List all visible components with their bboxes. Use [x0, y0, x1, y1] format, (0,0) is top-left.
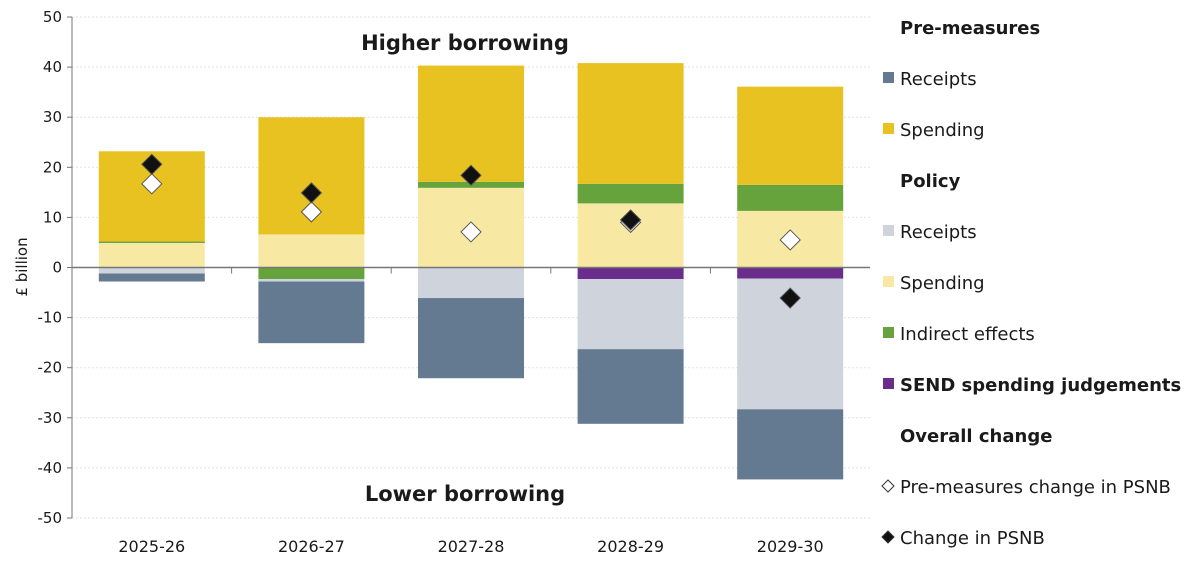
marker-psnb: [779, 287, 801, 309]
legend-marker-psnb: [881, 530, 895, 544]
marker-psnb: [300, 182, 323, 204]
y-tick-label: 30: [43, 108, 62, 126]
legend-label-indirect: Indirect effects: [900, 324, 1035, 345]
x-tick-label: 2025-26: [118, 537, 185, 556]
bar-pre_spending: [737, 86, 844, 185]
y-tick-label: 50: [43, 8, 62, 26]
bar-pol_spending: [98, 242, 205, 268]
bar-pol_spending: [258, 234, 365, 268]
annotation-higher-borrowing: Higher borrowing: [361, 31, 569, 55]
bar-send: [577, 267, 684, 280]
x-tick-label: 2028-29: [597, 537, 664, 556]
legend-label-pre_spending: Spending: [900, 120, 985, 141]
bar-pol_receipts: [418, 267, 524, 299]
legend-group-title: Overall change: [900, 426, 1052, 447]
legend-swatch-pol_spending: [883, 276, 894, 287]
bar-pol_receipts: [577, 279, 684, 350]
annotation-lower-borrowing: Lower borrowing: [365, 482, 565, 506]
bar-pol_receipts: [98, 267, 205, 274]
legend-group-title: Policy: [900, 171, 961, 192]
legend-swatch-send: [883, 378, 894, 389]
bar-indirect: [577, 183, 684, 204]
y-tick-label: 0: [52, 259, 62, 277]
x-tick-label: 2026-27: [278, 537, 345, 556]
legend-swatch-pol_receipts: [883, 225, 894, 236]
legend-label-pre_receipts: Receipts: [900, 69, 977, 90]
legend-group-title: Pre-measures: [900, 18, 1040, 39]
legend-swatch-pre_receipts: [883, 72, 894, 83]
legend-label-pol_receipts: Receipts: [900, 222, 977, 243]
bar-indirect: [98, 241, 205, 243]
legend: Pre-measures Receipts Spending Policy Receip…: [881, 18, 1181, 549]
marker-pre_psnb: [300, 201, 323, 223]
bar-indirect: [258, 267, 365, 280]
bar-pol_receipts: [258, 279, 365, 282]
bar-indirect: [737, 184, 844, 211]
y-tick-label: 10: [43, 208, 62, 226]
x-tick-label: 2027-28: [438, 537, 505, 556]
marker-pre_psnb: [460, 221, 482, 243]
legend-label-pol_spending: Spending: [900, 273, 985, 294]
legend-label-pre_psnb: Pre-measures change in PSNB: [900, 477, 1171, 498]
y-tick-label: -10: [38, 309, 63, 327]
bar-pre_receipts: [737, 409, 844, 480]
bar-pre_receipts: [258, 281, 365, 344]
legend-swatch-pre_spending: [883, 123, 894, 134]
bar-send: [737, 267, 844, 279]
bar-pre_receipts: [98, 273, 205, 282]
legend-label-psnb: Change in PSNB: [900, 528, 1045, 549]
marker-psnb: [460, 164, 482, 187]
marker-pre_psnb: [779, 229, 801, 251]
bar-pre_receipts: [418, 298, 524, 379]
x-tick-label: 2029-30: [757, 537, 824, 556]
legend-marker-pre_psnb: [881, 479, 895, 493]
y-tick-label: -50: [38, 509, 63, 527]
y-tick-label: 40: [43, 58, 62, 76]
y-tick-label: -20: [38, 359, 63, 377]
bar-pre_spending: [577, 63, 684, 184]
bar-pre_spending: [418, 65, 524, 182]
y-tick-label: -30: [38, 409, 63, 427]
y-axis-label: £ billion: [13, 237, 31, 296]
legend-label-send: SEND spending judgements: [900, 375, 1181, 396]
marker-pre_psnb: [141, 173, 163, 195]
bar-pre_receipts: [577, 349, 684, 424]
y-tick-label: 20: [43, 158, 62, 176]
marker-psnb: [141, 153, 163, 176]
marker-psnb: [619, 209, 642, 231]
legend-swatch-indirect: [883, 327, 894, 338]
y-tick-label: -40: [38, 459, 63, 477]
